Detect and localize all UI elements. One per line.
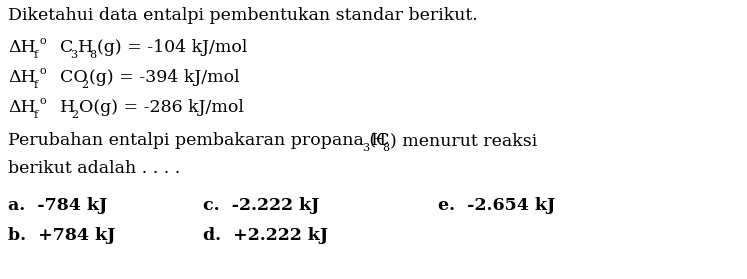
Text: C: C: [60, 39, 73, 56]
Text: e.  -2.654 kJ: e. -2.654 kJ: [438, 197, 555, 214]
Text: (g) = -104 kJ/mol: (g) = -104 kJ/mol: [97, 39, 247, 56]
Text: H: H: [60, 99, 75, 116]
Text: a.  -784 kJ: a. -784 kJ: [8, 197, 108, 214]
Text: d.  +2.222 kJ: d. +2.222 kJ: [203, 227, 328, 244]
Text: O(g) = -286 kJ/mol: O(g) = -286 kJ/mol: [79, 99, 244, 116]
Text: b.  +784 kJ: b. +784 kJ: [8, 227, 115, 244]
Text: Diketahui data entalpi pembentukan standar berikut.: Diketahui data entalpi pembentukan stand…: [8, 7, 478, 24]
Text: CO: CO: [60, 69, 87, 86]
Text: ΔH: ΔH: [8, 99, 36, 116]
Text: H: H: [78, 39, 93, 56]
Text: o: o: [40, 36, 46, 46]
Text: (g) = -394 kJ/mol: (g) = -394 kJ/mol: [89, 69, 240, 86]
Text: f: f: [34, 50, 38, 60]
Text: 3: 3: [362, 143, 369, 153]
Text: berikut adalah . . . .: berikut adalah . . . .: [8, 160, 180, 177]
Text: 2: 2: [81, 80, 88, 90]
Text: ΔH: ΔH: [8, 69, 36, 86]
Text: f: f: [34, 80, 38, 90]
Text: 2: 2: [71, 110, 78, 120]
Text: o: o: [40, 96, 46, 106]
Text: ) menurut reaksi: ) menurut reaksi: [390, 132, 537, 149]
Text: o: o: [40, 66, 46, 76]
Text: 8: 8: [382, 143, 389, 153]
Text: 8: 8: [89, 50, 96, 60]
Text: 3: 3: [70, 50, 77, 60]
Text: f: f: [34, 110, 38, 120]
Text: ΔH: ΔH: [8, 39, 36, 56]
Text: Perubahan entalpi pembakaran propana (C: Perubahan entalpi pembakaran propana (C: [8, 132, 389, 149]
Text: c.  -2.222 kJ: c. -2.222 kJ: [203, 197, 320, 214]
Text: H: H: [371, 132, 386, 149]
